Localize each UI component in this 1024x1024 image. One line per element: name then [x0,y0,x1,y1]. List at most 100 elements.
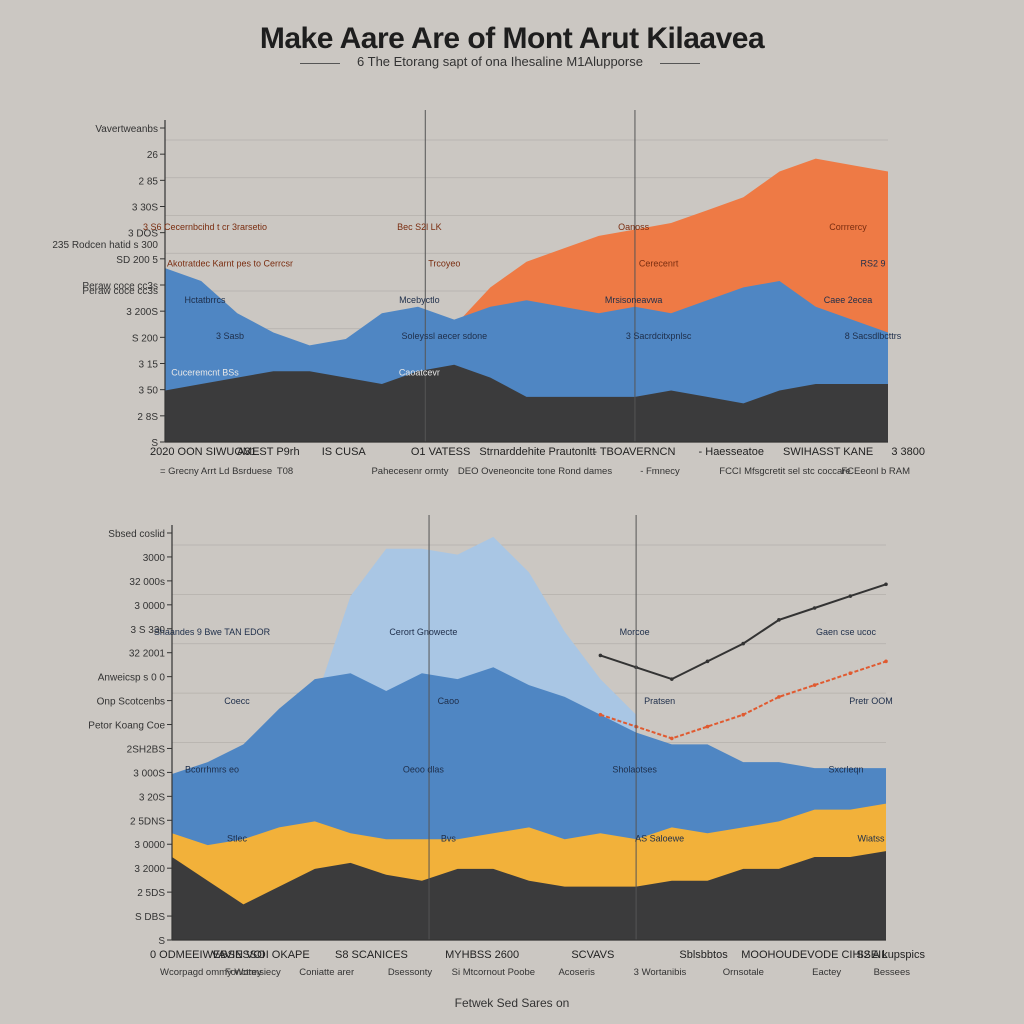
x-sublabel-1-2: Coniatte arer [299,967,354,978]
x-label-1-7: S2 A kupspics [857,949,926,961]
annotation-0-0: 3 S6 Cecernbcihd t cr 3rarsetio [143,222,267,232]
annotation-1-10: Sholaotses [612,765,657,775]
x-sublabel-0-6: FCEeonl b RAM [841,466,910,477]
x-sublabel-0-4: - Fmnecy [640,466,680,477]
series-point-1-5-5 [777,695,781,699]
series-point-1-5-2 [670,736,674,741]
y-tick-label-0-9: 3 15 [139,360,159,371]
annotation-1-5: Caoo [438,696,460,706]
series-area-1-3 [172,851,886,940]
x-sublabel-1-7: Ornsotale [723,967,764,978]
series-point-1-4-2 [670,677,674,681]
chart-title: Make Aare Are of Mont Arut Kilaavea [259,22,765,55]
x-label-0-6: - Haesseatoe [699,446,764,458]
x-sublabel-1-0: Wcorpagd ommy Wotmsiecy [160,967,281,978]
annotation-1-13: Bvs [441,833,457,843]
annotation-0-5: Trcoyeo [428,258,460,268]
annotation-1-8: Bcorrhmrs eo [185,765,239,775]
annotation-1-15: Wiatss [858,833,886,843]
x-label-1-4: SCVAVS [571,949,614,961]
series-area-0-2 [165,364,888,442]
y-tick-label-0-3: 3 30S [132,203,158,214]
y-tick-label-0-4: 3 DOS [128,229,158,240]
y-tick-label-1-3: 3 0000 [134,601,165,612]
y-tick-label-1-1: 3000 [143,553,166,564]
annotation-1-3: Gaen cse ucoc [816,627,877,637]
y-tick-label-1-12: 2 5DNS [130,816,165,827]
x-sublabel-0-0: = Grecny Arrt Ld Bsrduese [160,466,272,477]
series-point-1-4-0 [598,653,603,658]
annotation-0-13: Soleyssl aecer sdone [402,331,488,341]
series-point-1-5-4 [741,712,745,717]
annotation-0-14: 3 Sacrdcitxpnlsc [626,331,692,341]
annotation-0-12: 3 Sasb [216,331,244,341]
x-sublabel-1-9: Bessees [874,967,911,978]
annotation-1-6: Pratsen [644,696,675,706]
annotation-0-17: Caoatcevr [399,368,440,378]
y-tick-label-1-14: 3 2000 [134,864,165,875]
x-sublabel-1-4: Si Mtcornout Poobe [452,967,535,978]
y-tick-label-1-2: 32 000s [129,577,165,588]
y-tick-label-1-6: Anweicsp s 0 0 [98,673,166,684]
annotation-1-14: AS Saloewe [635,833,684,843]
annotation-1-7: Pretr OOM [849,696,893,706]
x-sublabel-1-6: 3 Wortanibis [634,967,687,978]
x-label-0-8: 3 3800 [891,446,925,458]
x-label-0-0: 2020 OON SIWUOMEST P9rh [150,446,300,458]
x-sublabel-0-2: Pahecesenr ormty [371,466,448,477]
annotation-0-6: Cerecenrt [639,258,679,268]
annotation-0-10: Mrsisoneavwa [605,295,663,305]
y-tick-label-0-10: 3 50 [139,386,159,397]
x-label-0-4: Strnarddehite Prautonltt [479,446,595,458]
annotation-0-15: 8 Sacsdlbcttrs [845,331,902,341]
annotation-0-16: Cuceremcnt BSs [171,368,239,378]
annotation-0-1: Bec S2l LK [397,222,442,232]
series-point-1-5-7 [848,671,853,676]
chart-subtitle: 6 The Etorang sapt of ona Ihesaline M1Al… [300,54,700,78]
x-label-1-3: MYHBSS 2600 [445,949,519,961]
x-label-1-5: Sblsbbtos [679,949,728,961]
x-sublabel-0-1: T08 [277,466,293,477]
annotation-1-12: Stlec [227,833,248,843]
series-point-1-4-3 [705,659,710,664]
y-tick-label-1-13: 3 0000 [134,840,165,851]
x-label-0-7: SWIHASST KANE [783,446,873,458]
y-tick-label-1-7: Onp Scotcenbs [97,697,165,708]
annotation-1-2: Morcoe [620,627,650,637]
y-tick-label-0-7: 3 200S [126,307,158,318]
x-label-0-1: A31 [237,446,257,458]
y-tick-label-1-8: Petor Koang Coe [88,721,165,732]
y-tick-label-0-5: SD 200 5 [116,255,158,266]
annotation-1-0: Shaandes 9 Bwe TAN EDOR [154,627,271,637]
y-tick-label-0-0: Vavertweanbs [95,124,158,135]
y-tick-label-0-2: 2 85 [139,176,159,187]
series-point-1-4-6 [812,606,817,610]
annotation-1-11: Sxcrleqn [828,765,863,775]
annotation-0-4: Akotratdec Karnt pes to Cerrcsr [167,258,293,268]
y-tick-label-1-4: 3 S 330 [131,625,166,636]
series-point-1-5-0 [598,712,603,717]
x-sublabel-1-8: Eactey [812,967,841,978]
subtitle-text: 6 The Etorang sapt of ona Ihesaline M1Al… [340,54,660,69]
y-tick-label-1-0: Sbsed coslid [108,529,165,540]
series-point-1-4-8 [884,582,888,587]
annotation-0-9: Mcebyctlo [399,295,440,305]
series-point-1-4-7 [848,594,853,598]
y-tick-label-1-10: 3 000S [133,768,165,779]
x-sublabel-0-3: DEO Oveneoncite tone Rond dames [458,466,612,477]
y-tick-label-0-1: 26 [147,150,159,161]
annotation-1-4: Coecc [224,696,250,706]
x-sublabel-1-5: Acoseris [558,967,595,978]
page-footer: Fetwek Sed Sares on [454,996,570,1010]
series-point-1-4-4 [741,641,745,646]
x-sublabel-0-5: FCCI Mfsgcretit sel stc coccare [719,466,850,477]
series-point-1-4-5 [777,618,781,622]
series-point-1-5-8 [884,659,888,664]
x-sublabel-1-1: Fonctrey [225,967,262,978]
left-label-0-0: 235 Rodcen hatid s 300 [52,240,158,251]
x-label-1-2: S8 SCANICES [335,949,408,961]
x-label-1-6: MOOHOUDEVODE CIHISEIL [741,949,887,961]
annotation-1-9: Oeoo dlas [403,765,445,775]
y-tick-label-1-17: S [158,936,165,947]
